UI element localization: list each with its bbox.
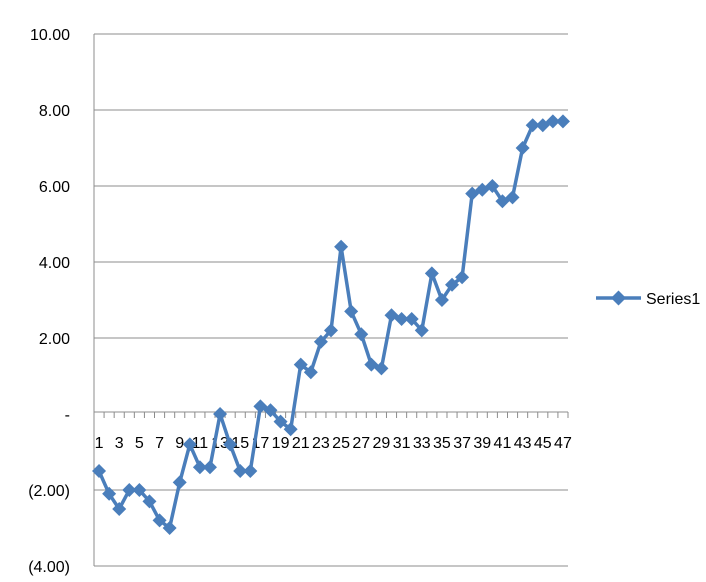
series1-point [303,365,318,380]
series1-point [263,403,278,418]
series1-point [404,312,419,326]
series1-point [182,437,197,452]
x-tick-label: 23 [312,435,330,452]
series1-point [162,521,177,535]
series1-point [525,118,540,133]
x-tick-labels: 1 3 5 7 9 11 13 15 17 19 21 23 25 27 29 31 33 35 37 39 41 43 4… [95,435,572,452]
series1-point [455,270,470,285]
x-tick-label: 21 [292,435,310,452]
series1-point [485,179,500,193]
x-tick-label: 47 [554,435,572,452]
series1-point [132,483,147,497]
series1-point [374,361,389,376]
series1-point [102,486,117,501]
y-tick-label: - [65,407,70,424]
series1-point [445,277,460,292]
x-tick-label: 37 [453,435,471,452]
series1-point [344,304,359,319]
series1-point [354,327,369,342]
legend-series1-label: Series1 [646,291,700,308]
series1-point [202,460,217,475]
series1-point [233,464,248,478]
x-tick-label: 19 [272,435,290,452]
series1-point [213,407,228,421]
series-layer [92,114,570,535]
axes [93,34,569,566]
x-tick-label: 29 [373,435,391,452]
series1-point [223,437,238,452]
y-tick-label: 6.00 [39,179,70,196]
x-tick-label: 41 [494,435,512,452]
series1-point [283,422,298,437]
x-tick-label: 45 [534,435,552,452]
y-tick-labels: 10.00 8.00 6.00 4.00 2.00 - (2.00) (4.00) [28,27,70,576]
series1-point [293,357,308,372]
x-tick-label: 3 [115,435,124,452]
x-tick-label: 1 [95,435,104,452]
y-tick-label: (4.00) [28,559,70,576]
gridlines [94,33,568,567]
series1-point [555,114,570,129]
x-tick-label: 25 [332,435,350,452]
series1-point [414,323,429,338]
x-tick-label: 43 [514,435,532,452]
x-tick-label: 11 [192,435,209,452]
legend: Series1 [596,290,700,308]
series1-point [505,190,520,205]
x-tick-label: 9 [175,435,184,452]
series1-point [92,464,107,478]
y-tick-label: 10.00 [30,27,70,44]
series1-point [313,334,328,349]
series1-point [324,323,338,338]
series1-point [273,414,288,429]
x-tick-label: 35 [433,435,451,452]
x-tick-label: 31 [393,435,411,452]
series1-point [394,312,409,326]
x-tick-label: 39 [473,435,491,452]
y-tick-label: 4.00 [39,255,70,272]
series1-point [334,239,349,254]
x-tick-label: 33 [413,435,431,452]
series1-point [243,464,258,478]
legend-diamond-marker [611,290,626,306]
series1-point [515,141,530,155]
x-tick-label: 15 [231,435,249,452]
x-tick-label: 27 [352,435,370,452]
x-tick-label: 5 [135,435,144,452]
y-tick-label: 2.00 [39,331,70,348]
series1-point [434,293,449,307]
series1-point [424,266,439,281]
x-tick-label: 7 [155,435,164,452]
y-tick-label: (2.00) [28,483,70,500]
series1-point [142,494,157,509]
series1-point [112,502,127,516]
series1-point [192,460,207,475]
y-tick-label: 8.00 [39,103,70,120]
series1-point [122,483,137,497]
series1-point [172,475,187,490]
series1-point [545,114,560,129]
series1-point [152,513,167,528]
